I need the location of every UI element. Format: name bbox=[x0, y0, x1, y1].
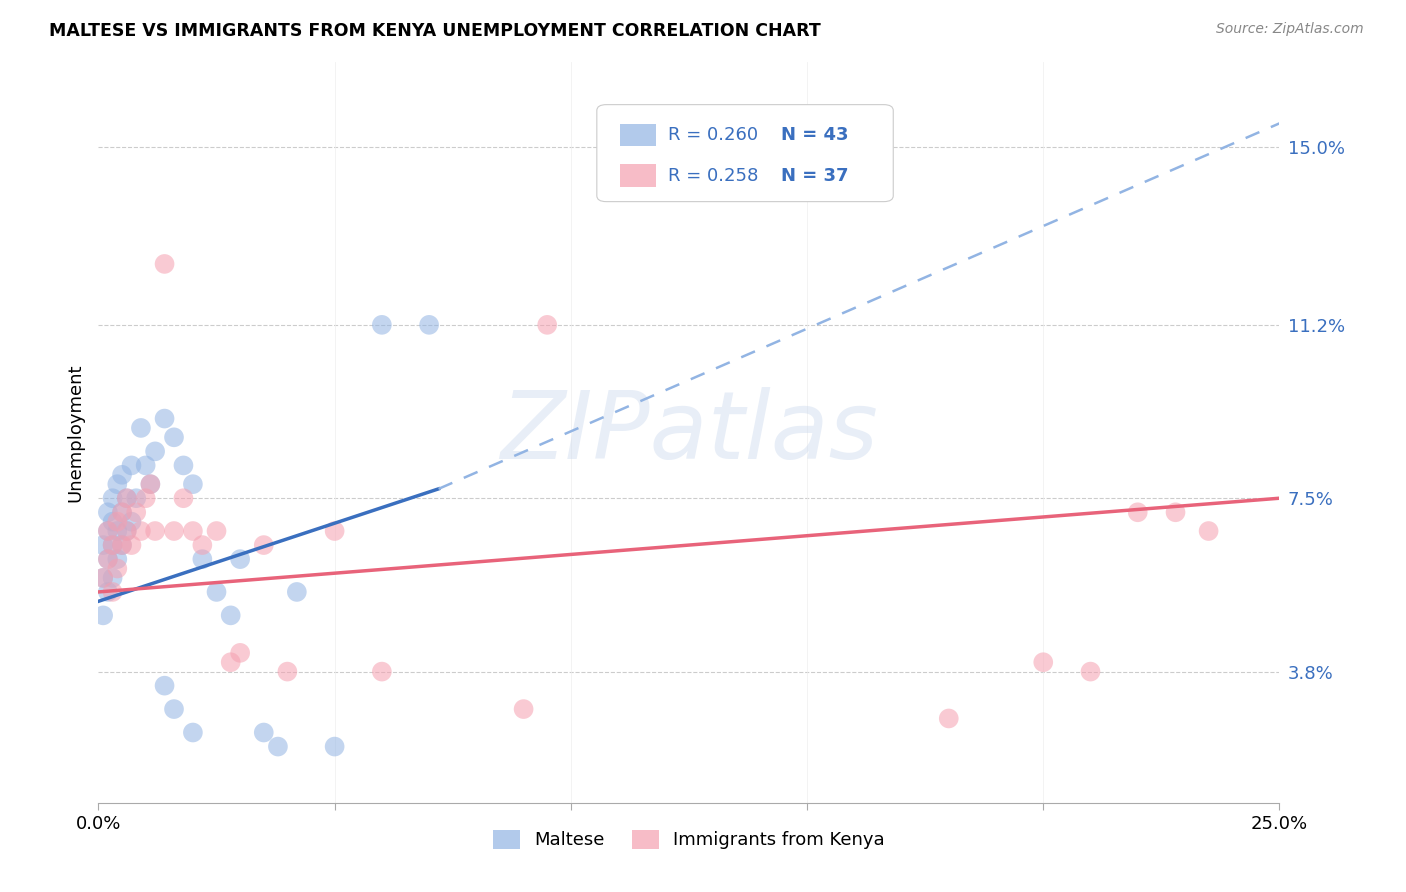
Point bbox=[97, 524, 120, 538]
Point bbox=[139, 477, 162, 491]
Point bbox=[105, 515, 128, 529]
Point bbox=[135, 458, 157, 473]
Point bbox=[111, 467, 134, 482]
Point bbox=[101, 515, 124, 529]
Text: Source: ZipAtlas.com: Source: ZipAtlas.com bbox=[1216, 22, 1364, 37]
FancyBboxPatch shape bbox=[620, 124, 655, 145]
Point bbox=[101, 538, 124, 552]
Point bbox=[115, 491, 138, 506]
Text: MALTESE VS IMMIGRANTS FROM KENYA UNEMPLOYMENT CORRELATION CHART: MALTESE VS IMMIGRANTS FROM KENYA UNEMPLO… bbox=[49, 22, 821, 40]
Point bbox=[536, 318, 558, 332]
Text: N = 37: N = 37 bbox=[782, 167, 849, 185]
Text: R = 0.258: R = 0.258 bbox=[668, 167, 758, 185]
Point bbox=[191, 552, 214, 566]
Point bbox=[101, 585, 124, 599]
Point bbox=[101, 571, 124, 585]
Point bbox=[153, 679, 176, 693]
Point bbox=[105, 477, 128, 491]
Point bbox=[129, 421, 152, 435]
Point bbox=[219, 608, 242, 623]
Point bbox=[229, 552, 252, 566]
Point bbox=[91, 571, 114, 585]
Point bbox=[97, 552, 120, 566]
Point bbox=[938, 711, 960, 725]
Point bbox=[323, 739, 346, 754]
Point bbox=[181, 524, 204, 538]
Point bbox=[111, 505, 134, 519]
Point bbox=[267, 739, 290, 754]
Point bbox=[285, 585, 308, 599]
Point bbox=[97, 585, 120, 599]
Point bbox=[111, 538, 134, 552]
Point bbox=[1164, 505, 1187, 519]
Point bbox=[105, 561, 128, 575]
Point bbox=[163, 702, 186, 716]
Point bbox=[115, 491, 138, 506]
Point bbox=[205, 524, 228, 538]
FancyBboxPatch shape bbox=[620, 164, 655, 186]
Point bbox=[371, 318, 394, 332]
Point bbox=[111, 538, 134, 552]
Legend: Maltese, Immigrants from Kenya: Maltese, Immigrants from Kenya bbox=[485, 823, 893, 856]
Point bbox=[115, 524, 138, 538]
Point bbox=[1080, 665, 1102, 679]
Point bbox=[163, 430, 186, 444]
FancyBboxPatch shape bbox=[596, 104, 893, 202]
Point bbox=[172, 458, 194, 473]
Point bbox=[418, 318, 440, 332]
Point bbox=[101, 538, 124, 552]
Point bbox=[253, 725, 276, 739]
Point bbox=[121, 515, 143, 529]
Point bbox=[323, 524, 346, 538]
Point bbox=[91, 538, 114, 552]
Point bbox=[371, 665, 394, 679]
Point bbox=[143, 444, 166, 458]
Text: R = 0.260: R = 0.260 bbox=[668, 126, 758, 144]
Point bbox=[91, 608, 114, 623]
Point bbox=[172, 491, 194, 506]
Point bbox=[276, 665, 298, 679]
Point bbox=[181, 477, 204, 491]
Text: N = 43: N = 43 bbox=[782, 126, 849, 144]
Point bbox=[125, 505, 148, 519]
Point bbox=[121, 538, 143, 552]
Point bbox=[97, 552, 120, 566]
Point bbox=[115, 524, 138, 538]
Point bbox=[205, 585, 228, 599]
Y-axis label: Unemployment: Unemployment bbox=[66, 363, 84, 502]
Point bbox=[512, 702, 534, 716]
Point bbox=[121, 458, 143, 473]
Point bbox=[105, 552, 128, 566]
Point bbox=[163, 524, 186, 538]
Point bbox=[135, 491, 157, 506]
Point bbox=[229, 646, 252, 660]
Point bbox=[153, 411, 176, 425]
Point bbox=[1126, 505, 1149, 519]
Point bbox=[91, 571, 114, 585]
Point bbox=[129, 524, 152, 538]
Point bbox=[143, 524, 166, 538]
Point bbox=[105, 524, 128, 538]
Text: ZIPatlas: ZIPatlas bbox=[501, 387, 877, 478]
Point bbox=[253, 538, 276, 552]
Point bbox=[191, 538, 214, 552]
Point bbox=[153, 257, 176, 271]
Point bbox=[219, 655, 242, 669]
Point bbox=[111, 505, 134, 519]
Point bbox=[1032, 655, 1054, 669]
Point bbox=[125, 491, 148, 506]
Point bbox=[97, 505, 120, 519]
Point bbox=[139, 477, 162, 491]
Point bbox=[181, 725, 204, 739]
Point bbox=[97, 524, 120, 538]
Point bbox=[101, 491, 124, 506]
Point bbox=[1198, 524, 1220, 538]
